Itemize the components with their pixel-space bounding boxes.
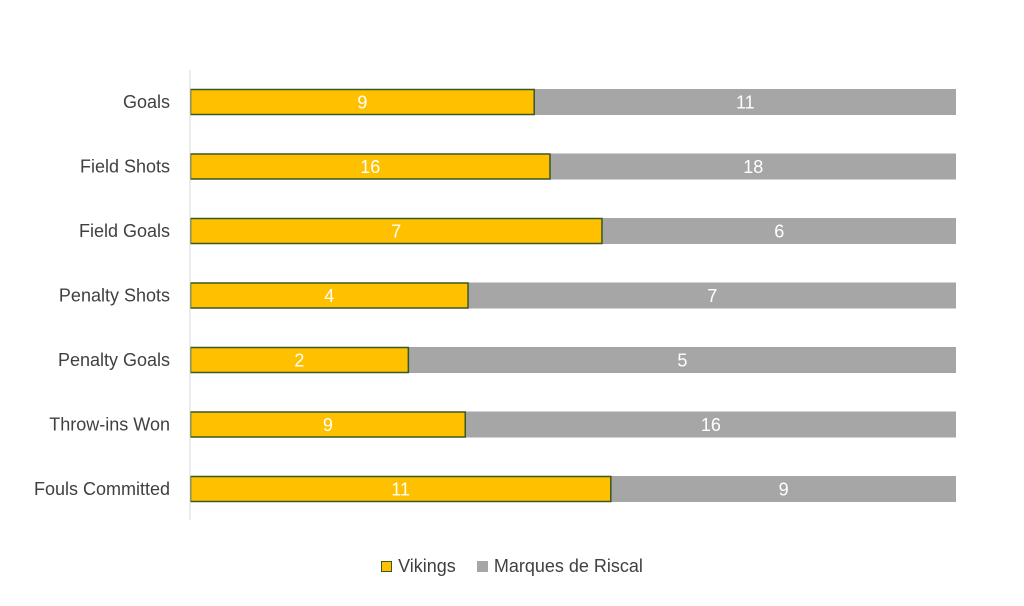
data-label-series-2: 9 xyxy=(779,480,789,500)
bar-series-1 xyxy=(189,346,410,374)
bar-series-2 xyxy=(468,282,956,309)
data-label-series-2: 5 xyxy=(677,351,687,371)
legend-swatch-series-2 xyxy=(476,561,488,572)
data-label-series-2: 18 xyxy=(743,157,763,177)
data-label-series-1: 16 xyxy=(360,157,380,177)
data-label-series-2: 16 xyxy=(701,415,721,435)
bar-series-1 xyxy=(189,282,469,309)
legend-item-series-1: Vikings xyxy=(381,556,456,577)
bar-series-2 xyxy=(465,411,956,438)
data-label-series-1: 9 xyxy=(357,93,367,113)
legend-label-series-2: Marques de Riscal xyxy=(493,556,643,576)
data-label-series-1: 9 xyxy=(323,415,333,435)
bar-series-2 xyxy=(550,153,956,180)
category-label: Field Goals xyxy=(79,221,170,241)
category-label: Penalty Shots xyxy=(59,286,170,306)
bar-series-2 xyxy=(408,347,956,373)
bar-series-1 xyxy=(189,475,612,503)
category-label: Throw-ins Won xyxy=(49,415,170,435)
bar-series-1 xyxy=(189,217,603,245)
data-label-series-1: 4 xyxy=(324,286,334,306)
category-label: Fouls Committed xyxy=(34,479,170,499)
data-label-series-2: 11 xyxy=(736,93,755,113)
category-label: Field Shots xyxy=(80,157,170,177)
bar-series-2 xyxy=(611,476,956,502)
legend-swatch-series-1 xyxy=(381,561,393,572)
legend: Vikings Marques de Riscal xyxy=(0,556,1024,577)
bar-series-2 xyxy=(602,218,956,244)
data-label-series-2: 7 xyxy=(707,286,717,306)
data-label-series-1: 7 xyxy=(391,222,401,242)
data-label-series-1: 2 xyxy=(294,351,304,371)
data-label-series-1: 11 xyxy=(391,480,410,500)
category-label: Goals xyxy=(123,92,170,112)
bars-layer xyxy=(189,88,956,503)
legend-item-series-2: Marques de Riscal xyxy=(476,556,643,577)
data-label-series-2: 6 xyxy=(774,222,784,242)
bar-series-2 xyxy=(534,89,956,115)
legend-label-series-1: Vikings xyxy=(398,556,456,576)
category-label: Penalty Goals xyxy=(58,350,170,370)
bar-series-1 xyxy=(189,88,535,116)
